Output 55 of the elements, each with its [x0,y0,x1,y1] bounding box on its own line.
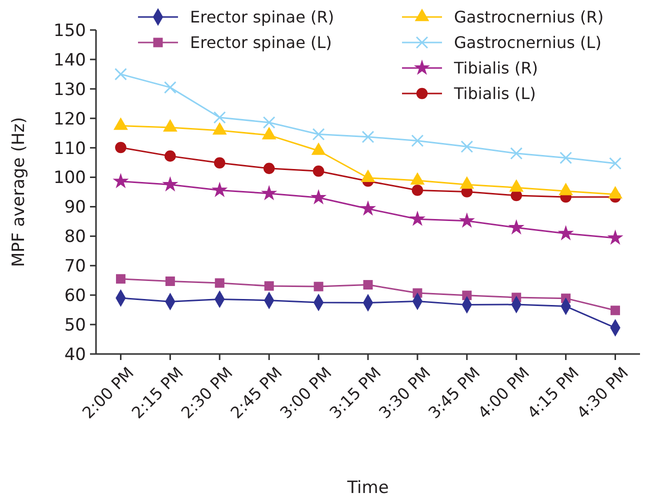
y-tick-label: 60 [64,286,86,306]
y-tick-label: 40 [64,344,86,365]
y-tick-label: 150 [54,20,86,41]
point [310,189,327,204]
point [510,147,523,160]
legend-label: Erector spinae (R) [190,8,334,27]
point [312,128,325,140]
point [312,165,324,177]
point [363,280,373,290]
point [412,184,424,196]
point [261,185,278,200]
point [610,306,620,316]
point [609,157,622,170]
legend-label: Gastrocnernius (R) [454,8,604,27]
legend-label: Tibialis (R) [453,58,538,78]
point [508,219,524,234]
point [114,68,127,80]
legend-label: Tibialis (L) [453,84,536,104]
point [214,157,226,168]
point [558,225,574,240]
point [112,172,129,188]
y-tick-label: 140 [54,50,86,70]
point [212,182,228,198]
y-tick-label: 120 [54,109,86,130]
y-tick-label: 90 [64,198,86,218]
point [411,134,424,147]
point [460,140,474,153]
point [360,200,376,216]
point [164,81,176,94]
point [214,278,224,288]
y-tick-label: 70 [64,256,86,277]
point [458,212,475,228]
legend-label: Gastrocnernius (L) [454,33,602,52]
point [116,274,126,284]
point [314,282,324,292]
x-axis-title: Time [346,478,389,498]
point [262,116,276,129]
point [164,150,176,162]
point [409,210,426,226]
point [362,130,374,144]
y-tick-label: 50 [64,315,86,336]
y-axis-title: MPF average (Hz) [9,116,29,268]
point [607,230,624,245]
y-tick-label: 100 [54,168,86,188]
point [213,111,226,124]
point [560,152,572,164]
point [264,281,274,291]
point [165,276,175,286]
y-tick-label: 80 [64,227,86,248]
point [263,162,275,174]
y-tick-label: 110 [54,138,86,159]
point [115,142,126,154]
y-tick-label: 130 [54,80,86,100]
point [162,176,178,192]
legend-label: Erector spinae (L) [190,33,332,52]
